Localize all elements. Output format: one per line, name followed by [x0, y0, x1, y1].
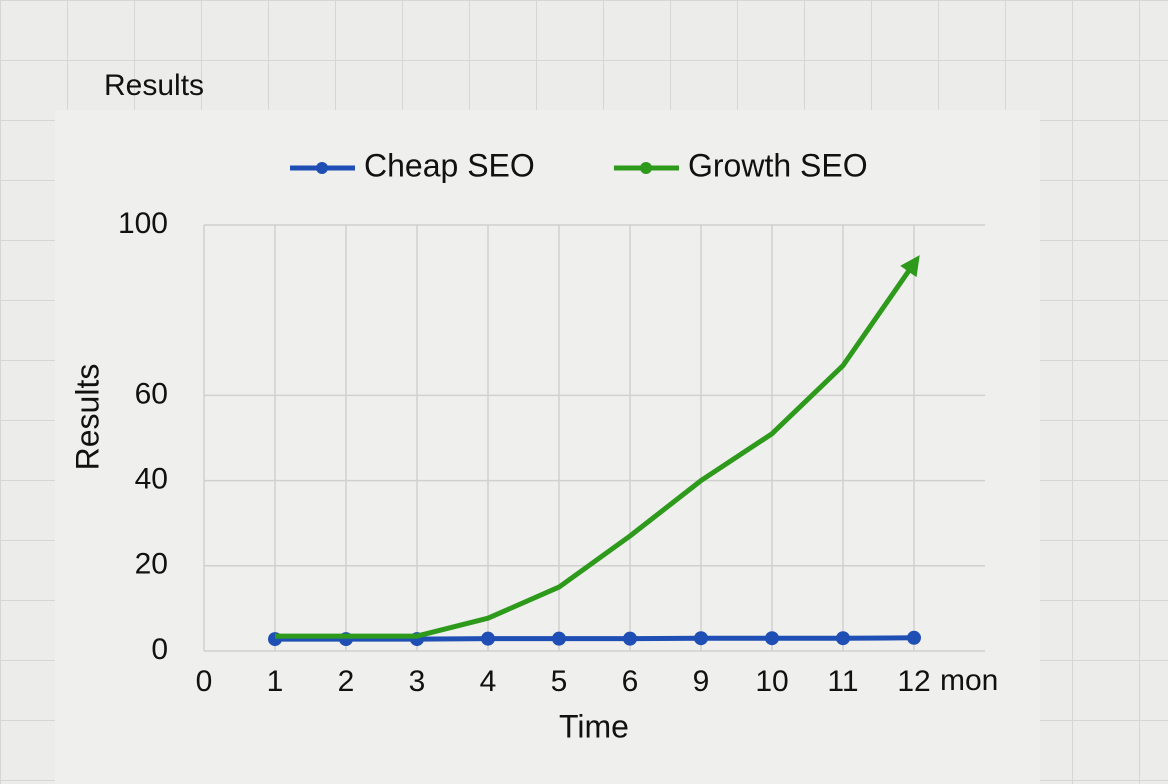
point — [552, 631, 566, 646]
x-tick-label: 2 — [338, 665, 355, 698]
x-tick-label: 4 — [480, 665, 497, 698]
x-tick-label: 9 — [693, 665, 710, 698]
point — [836, 631, 850, 646]
x-tick-label: 11 — [827, 665, 858, 698]
x-tick-label: 10 — [755, 665, 788, 698]
y-axis-label: Results — [69, 364, 105, 471]
legend-label: Growth SEO — [688, 147, 868, 183]
point — [694, 631, 708, 646]
x-tick-label: 0 — [196, 665, 213, 698]
y-tick-label: 100 — [118, 207, 168, 240]
chart-title: Results — [104, 69, 204, 102]
y-tick-label: 40 — [135, 463, 168, 496]
y-tick-label: 0 — [151, 633, 168, 666]
y-tick-label: 60 — [135, 377, 168, 410]
point — [481, 631, 495, 646]
x-axis-label: Time — [559, 708, 629, 744]
legend-marker — [316, 162, 328, 174]
x-tick-label: 5 — [551, 665, 568, 698]
point — [765, 631, 779, 646]
x-tick-label: 1 — [267, 665, 284, 698]
series-line — [275, 635, 915, 642]
x-tick-label: 12 — [897, 665, 930, 698]
x-tick-label: 3 — [409, 665, 426, 698]
x-tick-label: 6 — [622, 665, 639, 698]
point — [907, 630, 921, 645]
point — [623, 631, 637, 646]
y-tick-label: 20 — [135, 548, 168, 581]
legend-marker — [640, 162, 652, 174]
chart-panel — [55, 110, 1040, 784]
x-unit-label: mon — [940, 664, 998, 697]
legend-label: Cheap SEO — [364, 147, 535, 183]
series-line — [275, 255, 920, 639]
